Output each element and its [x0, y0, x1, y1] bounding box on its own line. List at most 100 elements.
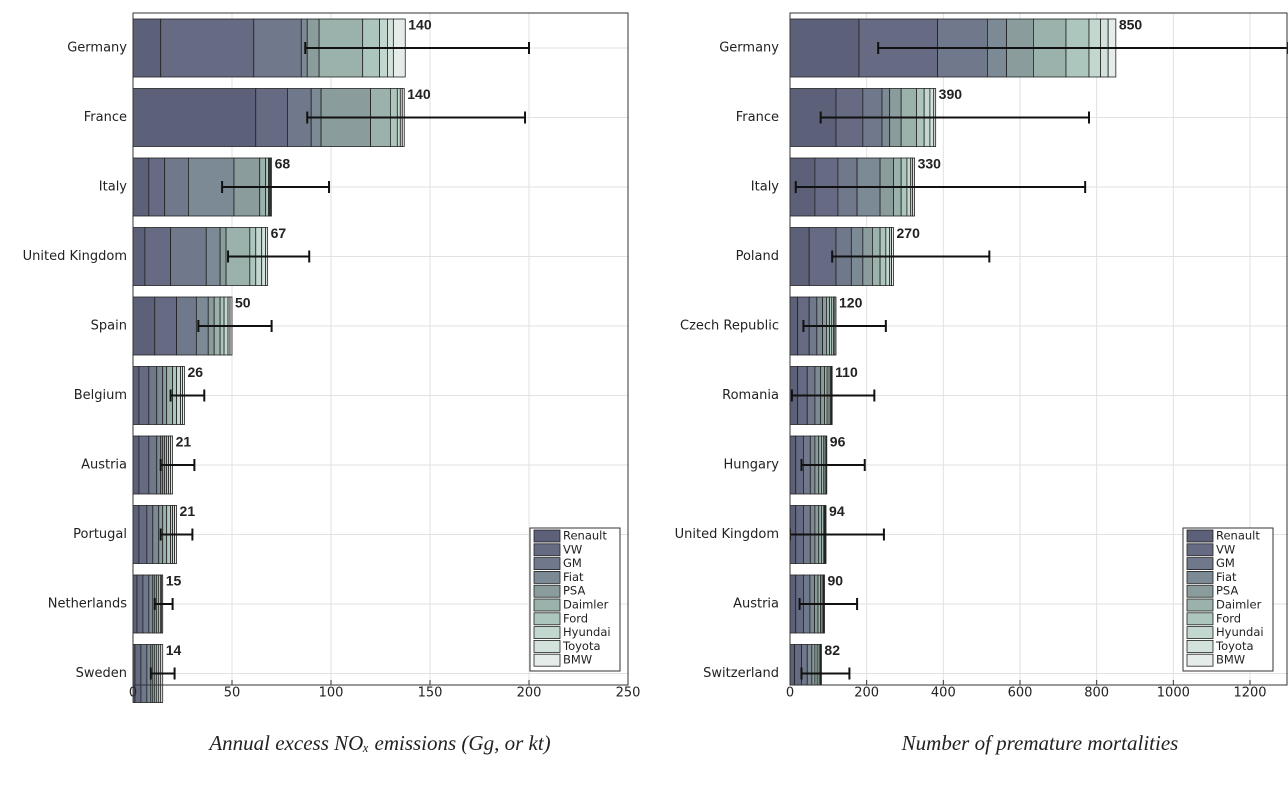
data-label: 94 [829, 503, 845, 519]
legend-label: Ford [1216, 611, 1241, 625]
legend-swatch [1186, 571, 1214, 584]
x-tick-label: 400 [931, 686, 956, 701]
data-label: 21 [180, 503, 196, 519]
bar-segment [132, 227, 146, 286]
legend-label: GM [563, 556, 582, 570]
y-tick-label: Sweden [76, 666, 127, 681]
data-label: 270 [897, 225, 921, 241]
bar-segment [138, 505, 148, 564]
legend-swatch [533, 612, 561, 626]
x-tick-label: 1000 [1157, 686, 1190, 701]
legend-swatch [1186, 626, 1214, 639]
bar-segment [148, 157, 166, 217]
data-label: 110 [835, 364, 858, 380]
bar-segment [154, 296, 177, 356]
data-label: 21 [176, 434, 192, 450]
bar-segment [255, 88, 288, 147]
y-tick-label: Austria [733, 597, 779, 612]
legend-swatch [533, 584, 561, 598]
y-tick-label: United Kingdom [23, 249, 127, 264]
legend-swatch [1186, 529, 1214, 543]
y-tick-label: Belgium [74, 388, 127, 403]
bar-segment [140, 644, 148, 703]
bar-segment [790, 296, 799, 356]
x-tick-label: 1200 [1233, 686, 1266, 701]
bar-segment [132, 366, 140, 425]
legend-label: VW [563, 542, 582, 556]
legend-label: Daimler [563, 598, 609, 612]
data-label: 82 [824, 642, 840, 658]
legend-swatch [533, 653, 561, 667]
plot [132, 13, 629, 703]
bar-segment [132, 88, 257, 147]
x-tick-label: 250 [616, 686, 641, 701]
bar-segment [132, 157, 150, 217]
legend-label: GM [1216, 556, 1235, 570]
bar-segment [205, 227, 221, 286]
y-tick-label: Netherlands [48, 597, 127, 612]
legend-label: Toyota [1215, 639, 1254, 653]
y-tick-label: Germany [719, 41, 779, 56]
legend-swatch [1186, 584, 1214, 598]
bar-segment [160, 18, 255, 78]
bar-segment [136, 574, 144, 634]
bar-segment [132, 574, 138, 634]
legend-swatch [533, 557, 561, 570]
data-label: 96 [830, 434, 846, 450]
legend-label: Hyundai [1216, 625, 1264, 639]
data-label: 390 [939, 86, 963, 102]
data-label: 14 [166, 642, 182, 658]
y-tick-label: Portugal [73, 527, 127, 542]
legend-label: Daimler [1216, 598, 1262, 612]
legend-label: PSA [563, 584, 585, 598]
bar-segment [790, 574, 797, 634]
y-tick-label: Italy [99, 180, 128, 195]
x-tick-label: 600 [1008, 686, 1033, 701]
legend-label: Renault [563, 529, 607, 543]
plot [790, 13, 1288, 685]
legend-label: Ford [563, 611, 588, 625]
bar-segment [148, 435, 158, 495]
bar-segment [132, 18, 162, 78]
y-tick-label: Italy [751, 180, 780, 195]
bar-segment [170, 227, 207, 286]
x-tick-label: 0 [129, 686, 137, 701]
bar-segment [164, 157, 189, 217]
data-label: 850 [1119, 17, 1143, 33]
bar-segment [138, 366, 150, 425]
legend-label: VW [1216, 542, 1235, 556]
data-label: 140 [407, 86, 431, 102]
legend-swatch [533, 598, 561, 612]
data-label: 90 [828, 573, 844, 589]
legend-label: Renault [1216, 529, 1260, 543]
data-label: 120 [839, 295, 863, 311]
y-tick-label: Hungary [723, 458, 779, 473]
bar-segment [132, 505, 140, 564]
data-label: 68 [275, 156, 291, 172]
data-label: 26 [187, 364, 203, 380]
bar-segment [148, 574, 154, 634]
plot-frame [132, 12, 629, 686]
data-label: 67 [271, 225, 287, 241]
y-tick-label: Czech Republic [680, 319, 779, 334]
bar-segment [253, 18, 302, 78]
y-tick-label: France [84, 110, 127, 125]
y-tick-label: France [736, 110, 779, 125]
legend-label: Fiat [563, 570, 584, 584]
y-tick-label: Switzerland [703, 666, 779, 681]
legend-swatch [1186, 598, 1214, 612]
y-tick-label: Germany [67, 41, 127, 56]
bar-segment [156, 366, 164, 425]
data-label: 330 [918, 156, 942, 172]
bar-segment [176, 296, 197, 356]
legend-swatch [533, 529, 561, 543]
x-tick-label: 200 [854, 686, 879, 701]
legend-swatch [1186, 543, 1214, 557]
y-tick-label: United Kingdom [675, 527, 779, 542]
x-tick-label: 800 [1084, 686, 1109, 701]
bar-segment [144, 227, 172, 286]
x-axis-label: Number of premature mortalities [901, 731, 1179, 755]
data-label: 15 [166, 573, 182, 589]
legend-label: BMW [563, 653, 592, 667]
